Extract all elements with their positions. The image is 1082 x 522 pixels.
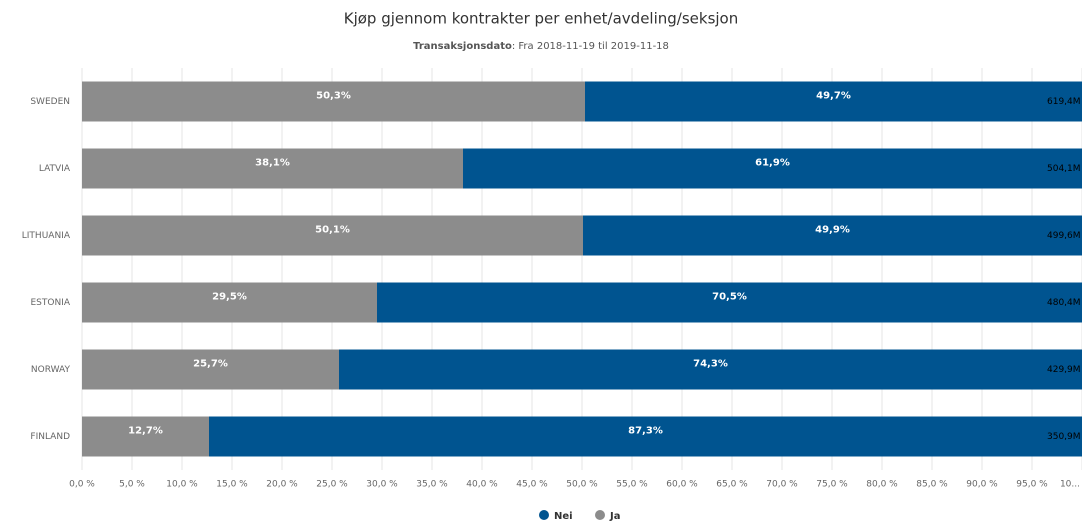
x-tick-label: 5,0 %	[119, 480, 145, 490]
bar-segment	[463, 148, 1082, 189]
bar-segment	[82, 81, 585, 122]
data-label: 50,3%	[316, 91, 351, 102]
bar-segment	[82, 148, 463, 189]
total-label: 619,4M	[1047, 97, 1081, 107]
total-label: 350,9M	[1047, 432, 1081, 442]
data-label: 49,9%	[815, 225, 850, 236]
data-label: 38,1%	[255, 158, 290, 169]
bar-segment	[377, 282, 1082, 323]
x-tick-label: 0,0 %	[69, 480, 95, 490]
legend-label: Nei	[554, 511, 573, 522]
total-label: 429,9M	[1047, 365, 1081, 375]
chart-title: Kjøp gjennom kontrakter per enhet/avdeli…	[344, 10, 739, 28]
data-label: 29,5%	[212, 292, 247, 303]
data-label: 74,3%	[693, 359, 728, 370]
data-label: 87,3%	[628, 426, 663, 437]
total-label: 480,4M	[1047, 298, 1081, 308]
grid	[81, 68, 1082, 470]
y-tick-label: SWEDEN	[30, 97, 70, 107]
bar-segment	[209, 416, 1082, 457]
bar-segment	[82, 215, 583, 256]
bar-segment	[583, 215, 1082, 256]
x-tick-label: 10...	[1060, 480, 1080, 490]
legend-marker	[539, 510, 549, 520]
data-label: 50,1%	[315, 225, 350, 236]
bar-segment	[585, 81, 1082, 122]
x-tick-label: 55,0 %	[616, 480, 648, 490]
data-label: 12,7%	[128, 426, 163, 437]
x-tick-label: 45,0 %	[516, 480, 548, 490]
y-tick-label: LATVIA	[39, 164, 71, 174]
x-tick-label: 40,0 %	[466, 480, 498, 490]
bar-segment	[82, 349, 339, 390]
x-tick-label: 95,0 %	[1016, 480, 1048, 490]
x-tick-label: 15,0 %	[216, 480, 248, 490]
subtitle-text: : Fra 2018-11-19 til 2019-11-18	[512, 41, 669, 52]
data-label: 70,5%	[712, 292, 747, 303]
x-tick-label: 10,0 %	[166, 480, 198, 490]
x-tick-label: 50,0 %	[566, 480, 598, 490]
x-tick-label: 60,0 %	[666, 480, 698, 490]
x-tick-label: 20,0 %	[266, 480, 298, 490]
y-tick-label: NORWAY	[31, 365, 71, 375]
x-tick-label: 35,0 %	[416, 480, 448, 490]
x-tick-label: 90,0 %	[966, 480, 998, 490]
y-tick-label: LITHUANIA	[22, 231, 71, 241]
x-tick-label: 85,0 %	[916, 480, 948, 490]
total-label: 499,6M	[1047, 231, 1081, 241]
x-tick-label: 25,0 %	[316, 480, 348, 490]
subtitle-label: Transaksjonsdato	[413, 41, 512, 52]
bar-segment	[339, 349, 1082, 390]
x-tick-label: 70,0 %	[766, 480, 798, 490]
y-tick-label: ESTONIA	[30, 298, 70, 308]
x-tick-label: 80,0 %	[866, 480, 898, 490]
total-label: 504,1M	[1047, 164, 1081, 174]
legend-label: Ja	[609, 511, 620, 522]
x-tick-label: 30,0 %	[366, 480, 398, 490]
bar-segment	[82, 416, 209, 457]
data-label: 49,7%	[816, 91, 851, 102]
bar-segment	[82, 282, 377, 323]
data-label: 61,9%	[755, 158, 790, 169]
legend-marker	[595, 510, 605, 520]
chart-subtitle: Transaksjonsdato: Fra 2018-11-19 til 201…	[413, 41, 669, 52]
x-tick-label: 75,0 %	[816, 480, 848, 490]
data-label: 25,7%	[193, 359, 228, 370]
x-tick-label: 65,0 %	[716, 480, 748, 490]
y-tick-label: FINLAND	[30, 432, 70, 442]
